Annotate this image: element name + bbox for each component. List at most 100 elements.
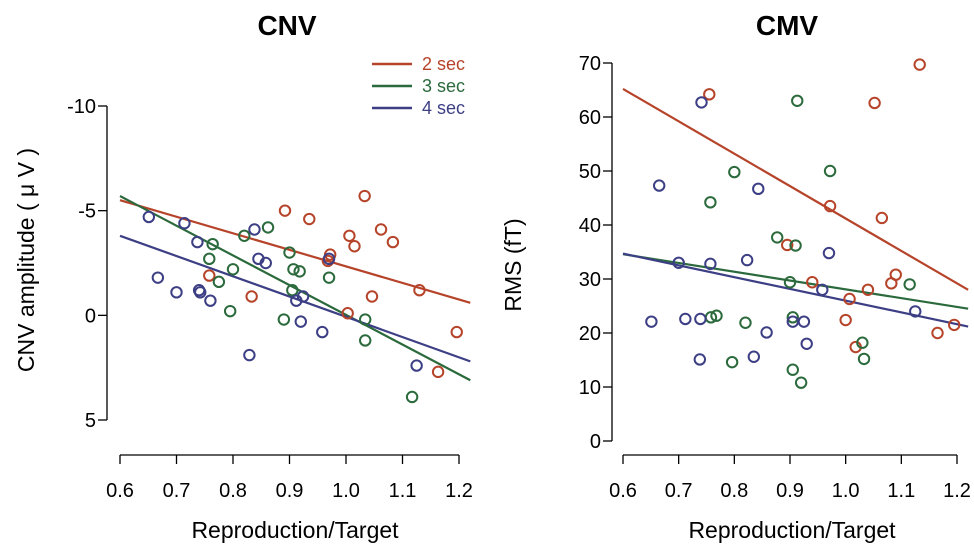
cnv-point-4-sec xyxy=(170,286,183,299)
cnv-x-tick-label: 0.9 xyxy=(276,480,304,502)
cmv-point-3-sec xyxy=(786,311,799,324)
cnv-point-3-sec xyxy=(277,313,291,326)
cmv-point-4-sec xyxy=(704,257,717,271)
cmv-fit-line-2-sec xyxy=(622,87,969,291)
cmv-chart-title: CMV xyxy=(756,10,819,41)
cnv-point-2-sec xyxy=(341,307,354,320)
cnv-point-3-sec xyxy=(238,229,251,242)
cmv-y-tick-label: 40 xyxy=(579,215,601,237)
cmv-x-tick-label: 0.9 xyxy=(776,480,804,502)
cnv-y-tick-label: 0 xyxy=(85,305,96,327)
cnv-point-3-sec xyxy=(287,263,300,276)
cmv-y-tick-label: 50 xyxy=(579,161,601,183)
cmv-y-tick-label: 10 xyxy=(579,377,601,399)
cnv-point-2-sec xyxy=(303,212,316,226)
cnv-chart-panel: CNV Reproduction/Target CNV amplitude ( … xyxy=(13,10,473,543)
cmv-x-tick-label: 0.6 xyxy=(609,480,637,502)
cmv-x-tick-label: 0.8 xyxy=(720,480,748,502)
cnv-x-tick-label: 0.7 xyxy=(163,480,191,502)
cmv-point-4-sec xyxy=(694,312,707,326)
cnv-y-axis-label: CNV amplitude ( μ V ) xyxy=(13,148,39,372)
cnv-y-tick-label: -10 xyxy=(67,96,96,118)
cmv-point-4-sec xyxy=(740,253,754,267)
cmv-point-2-sec xyxy=(781,238,794,252)
cnv-point-4-sec xyxy=(259,256,272,270)
cnv-chart: CNV Reproduction/Target CNV amplitude ( … xyxy=(13,10,473,543)
cnv-point-3-sec xyxy=(283,246,296,259)
cmv-point-2-sec xyxy=(843,292,856,306)
cmv-point-2-sec xyxy=(823,199,837,213)
cmv-x-tick-label: 1.1 xyxy=(887,480,915,502)
cmv-x-tick-label: 1.2 xyxy=(943,480,971,502)
cmv-point-4-sec xyxy=(695,96,708,109)
cnv-point-3-sec xyxy=(203,252,216,266)
cmv-x-tick-label: 0.7 xyxy=(665,480,693,502)
cnv-point-3-sec xyxy=(286,284,299,297)
cmv-point-4-sec xyxy=(822,246,836,260)
cmv-point-3-sec xyxy=(789,239,802,252)
cnv-point-4-sec xyxy=(296,290,310,303)
cnv-point-4-sec xyxy=(294,315,307,328)
cmv-point-3-sec xyxy=(857,352,871,366)
cmv-point-3-sec xyxy=(739,316,752,329)
cnv-point-4-sec xyxy=(204,294,217,307)
cmv-y-tick-label: 70 xyxy=(579,53,601,75)
cmv-x-axis-label: Reproduction/Target xyxy=(688,517,896,543)
cnv-point-3-sec xyxy=(223,304,237,318)
cmv-y-tick-label: 0 xyxy=(590,431,601,453)
cnv-x-tick-label: 1.1 xyxy=(389,480,417,502)
cmv-point-4-sec xyxy=(797,315,811,328)
cnv-point-2-sec xyxy=(348,240,361,253)
cnv-point-2-sec xyxy=(343,229,356,242)
legend-label-2-sec: 2 sec xyxy=(422,54,465,74)
cmv-point-2-sec xyxy=(703,88,716,101)
cnv-fit-line-3-sec xyxy=(119,195,471,382)
cnv-point-3-sec xyxy=(322,271,336,284)
cnv-point-2-sec xyxy=(386,235,400,249)
cmv-point-2-sec xyxy=(839,313,852,327)
cnv-point-2-sec xyxy=(245,290,258,303)
cmv-point-3-sec xyxy=(786,363,799,376)
cnv-point-4-sec xyxy=(410,359,423,372)
cnv-point-3-sec xyxy=(405,390,419,404)
cmv-point-3-sec xyxy=(704,196,717,209)
cnv-x-axis-label: Reproduction/Target xyxy=(191,517,399,543)
cnv-point-2-sec xyxy=(365,290,379,303)
cmv-point-3-sec xyxy=(710,309,723,322)
cnv-point-2-sec xyxy=(374,223,388,236)
cmv-y-tick-label: 20 xyxy=(579,323,601,345)
cmv-point-2-sec xyxy=(931,326,944,340)
cmv-point-3-sec xyxy=(725,355,739,369)
cmv-point-4-sec xyxy=(909,305,922,318)
cmv-x-tick-label: 1.0 xyxy=(832,480,860,502)
cnv-point-2-sec xyxy=(358,189,371,203)
cmv-y-axis-label: RMS (fT) xyxy=(500,218,526,311)
cmv-point-3-sec xyxy=(770,231,784,244)
cmv-point-4-sec xyxy=(679,312,692,326)
cnv-point-3-sec xyxy=(206,237,219,251)
cmv-point-2-sec xyxy=(861,283,875,296)
cnv-point-2-sec xyxy=(450,325,463,339)
cmv-chart-panel: CMV Reproduction/Target RMS (fT) 0.6 0.7 0… xyxy=(487,0,974,545)
cnv-x-tick-label: 1.2 xyxy=(445,480,473,502)
cmv-point-3-sec xyxy=(791,94,804,108)
cmv-point-4-sec xyxy=(645,315,658,328)
cnv-point-4-sec xyxy=(248,223,261,236)
cmv-point-3-sec xyxy=(728,165,741,179)
cmv-point-3-sec xyxy=(783,276,797,289)
cnv-point-2-sec xyxy=(413,284,426,297)
cnv-point-4-sec xyxy=(178,217,191,230)
legend-label-4-sec: 4 sec xyxy=(422,98,465,118)
legend-label-3-sec: 3 sec xyxy=(422,76,465,96)
cnv-point-3-sec xyxy=(212,275,226,289)
cmv-point-4-sec xyxy=(760,326,773,339)
cmv-point-3-sec xyxy=(794,376,808,389)
cmv-y-tick-label: 30 xyxy=(579,269,601,291)
cmv-point-3-sec xyxy=(823,164,837,178)
cmv-point-3-sec xyxy=(856,336,869,349)
cnv-fit-line-4-sec xyxy=(119,234,471,363)
cmv-point-4-sec xyxy=(652,179,666,192)
cnv-point-2-sec xyxy=(278,204,292,217)
cnv-point-4-sec xyxy=(316,325,329,339)
cnv-point-2-sec xyxy=(431,365,445,379)
